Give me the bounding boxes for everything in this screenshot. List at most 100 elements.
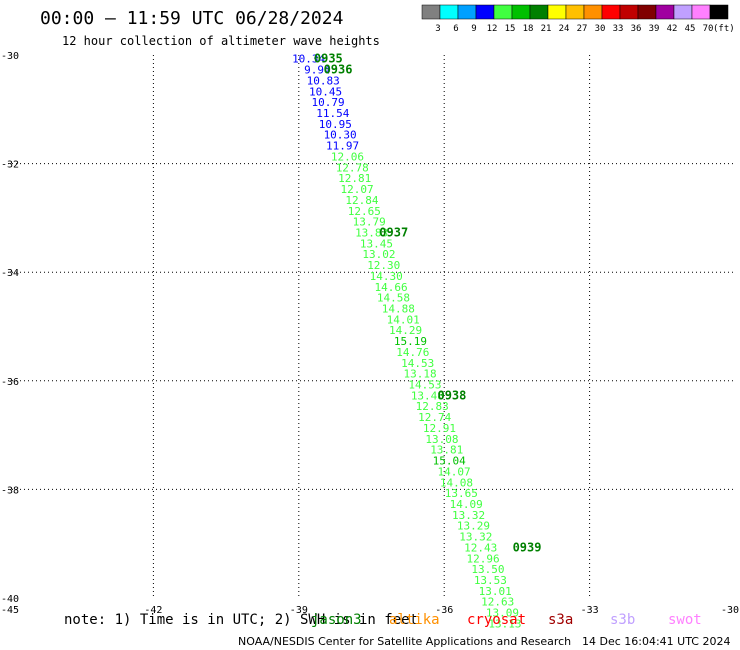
satellite-label-swot: swot <box>668 612 702 628</box>
swh-data-label: 9.94 <box>304 64 331 77</box>
legend-swatch <box>637 4 657 20</box>
satellite-label-jason3: jason3 <box>311 612 362 628</box>
swh-data-label: 12.63 <box>481 596 514 609</box>
swh-data-label: 14.29 <box>389 324 422 337</box>
swh-data-label: 11.54 <box>316 107 349 120</box>
satellite-label-cryosat: cryosat <box>467 612 527 628</box>
swh-data-label: 10.83 <box>307 74 340 87</box>
legend-tick-label: 45 <box>685 24 696 34</box>
swh-data-label: 13.81 <box>430 444 463 457</box>
swh-data-label: 12.43 <box>464 541 497 554</box>
swh-data-label: 10.34 <box>292 53 325 66</box>
pass-time-label: 0939 <box>513 540 542 554</box>
swh-data-label: 13.32 <box>459 531 492 544</box>
swh-data-label: 11.97 <box>326 140 359 153</box>
satellite-label-altika: altika <box>389 612 440 628</box>
swh-data-label: 12.65 <box>348 205 381 218</box>
x-tick-label: -39 <box>290 605 308 616</box>
swh-data-label: 14.07 <box>437 465 470 478</box>
swh-data-label: 13.02 <box>362 248 395 261</box>
legend-tick-label: 36 <box>631 24 642 34</box>
legend-swatch <box>691 4 711 20</box>
legend-swatch <box>457 4 477 20</box>
legend-tick-label: 24 <box>559 24 570 34</box>
swh-data-label: 14.66 <box>374 281 407 294</box>
chart-title: 00:00 – 11:59 UTC 06/28/2024 <box>40 8 344 29</box>
legend-swatch <box>601 4 621 20</box>
swh-data-label: 14.53 <box>408 379 441 392</box>
swh-data-label: 14.08 <box>440 476 473 489</box>
swh-data-label: 13.01 <box>479 585 512 598</box>
x-tick-label: -36 <box>435 605 453 616</box>
y-tick-label: -38 <box>1 485 19 496</box>
swh-data-label: 13.18 <box>404 368 437 381</box>
footer-note: note: 1) Time is in UTC; 2) SWH is in fe… <box>64 612 419 628</box>
legend-swatch <box>583 4 603 20</box>
legend-tick-label: 3 <box>435 24 440 34</box>
swh-data-label: 15.04 <box>433 455 466 468</box>
swh-data-label: 13.29 <box>457 520 490 533</box>
swh-data-label: 10.30 <box>324 129 357 142</box>
x-tick-label: -45 <box>1 605 19 616</box>
legend-tick-label: 33 <box>613 24 624 34</box>
swh-data-label: 12.84 <box>345 194 378 207</box>
x-tick-label: -42 <box>144 605 162 616</box>
legend-tick-label: 9 <box>471 24 476 34</box>
pass-time-label: 0936 <box>324 63 353 77</box>
legend-tick-label: 6 <box>453 24 458 34</box>
legend-tick-label: 70 <box>703 24 714 34</box>
swh-data-label: 10.45 <box>309 85 342 98</box>
pass-time-label: 0937 <box>379 225 408 239</box>
legend-tick-label: 27 <box>577 24 588 34</box>
swh-data-label: 13.65 <box>445 487 478 500</box>
swh-data-label: 12.83 <box>416 400 449 413</box>
legend-swatch <box>511 4 531 20</box>
y-tick-label: -40 <box>1 594 19 605</box>
swh-data-label: 12.74 <box>418 411 451 424</box>
legend-swatch <box>655 4 675 20</box>
satellite-label-s3a: s3a <box>548 612 574 628</box>
legend-tick-label: 39 <box>649 24 660 34</box>
swh-data-label: 12.30 <box>367 259 400 272</box>
legend-swatch <box>565 4 585 20</box>
credit-line: NOAA/NESDIS Center for Satellite Applica… <box>238 635 572 648</box>
legend-swatch <box>673 4 693 20</box>
swh-data-label: 13.09 <box>486 607 519 620</box>
swh-data-label: 15.19 <box>394 335 427 348</box>
swh-data-label: 14.53 <box>401 357 434 370</box>
swh-data-label: 13.83 <box>355 226 388 239</box>
swh-data-label: 13.53 <box>474 574 507 587</box>
x-tick-label: -30 <box>721 605 739 616</box>
y-tick-label: -30 <box>1 51 19 62</box>
y-tick-label: -36 <box>1 377 19 388</box>
swh-data-label: 13.32 <box>452 509 485 522</box>
swh-data-label: 14.09 <box>450 498 483 511</box>
legend-swatch <box>421 4 441 20</box>
swh-data-label: 14.88 <box>382 302 415 315</box>
swh-data-label: 14.30 <box>370 270 403 283</box>
legend-tick-label: 15 <box>505 24 516 34</box>
legend-swatch <box>709 4 729 20</box>
legend-swatch <box>475 4 495 20</box>
satellite-label-s3b: s3b <box>610 612 636 628</box>
swh-data-label: 13.45 <box>360 237 393 250</box>
swh-data-label: 12.78 <box>336 161 369 174</box>
render-timestamp: 14 Dec 16:04:41 UTC 2024 <box>582 635 731 648</box>
swh-data-label: 13.48 <box>411 389 444 402</box>
swh-data-label: 12.91 <box>423 422 456 435</box>
legend-tick-label: 21 <box>541 24 552 34</box>
swh-data-label: 14.76 <box>396 346 429 359</box>
swh-data-label: 12.07 <box>341 183 374 196</box>
legend-swatch <box>619 4 639 20</box>
y-tick-label: -34 <box>1 268 19 279</box>
swh-data-label: 13.13 <box>488 617 521 630</box>
swh-data-label: 12.96 <box>467 552 500 565</box>
pass-time-label: 0935 <box>314 52 343 66</box>
swh-data-label: 13.50 <box>471 563 504 576</box>
swh-data-label: 12.81 <box>338 172 371 185</box>
y-tick-label: -32 <box>1 160 19 171</box>
chart-subtitle: 12 hour collection of altimeter wave hei… <box>62 34 380 48</box>
legend-tick-label: 18 <box>523 24 534 34</box>
legend-tick-label: 12 <box>487 24 498 34</box>
